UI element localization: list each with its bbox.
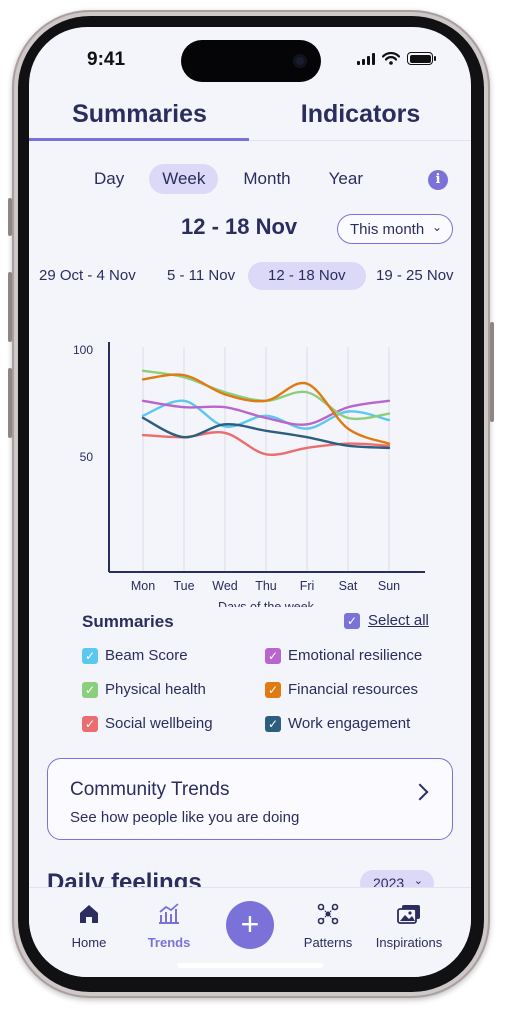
week-chip[interactable]: 5 - 11 Nov: [167, 267, 236, 284]
checkbox-icon: ✓: [82, 647, 98, 664]
home-indicator: [177, 963, 323, 968]
range-select[interactable]: This month ⌄: [337, 214, 453, 244]
bottom-nav: Home Trends +: [29, 887, 471, 977]
legend-label: Financial resources: [288, 681, 419, 698]
checkbox-icon: ✓: [265, 681, 281, 698]
series-line-financial-resources: [141, 373, 391, 445]
tab-indicators[interactable]: Indicators: [300, 100, 421, 128]
legend-item[interactable]: ✓ Emotional resilience: [265, 647, 452, 664]
active-tab-indicator: [29, 138, 249, 141]
period-year[interactable]: Year: [328, 169, 363, 188]
chevron-right-icon: [411, 783, 429, 801]
chevron-down-icon: ⌄: [413, 875, 423, 887]
nav-label: Patterns: [303, 935, 353, 950]
volume-down-button: [8, 368, 12, 438]
checkbox-icon: ✓: [82, 681, 98, 698]
nav-patterns[interactable]: Patterns: [283, 902, 373, 950]
legend-item[interactable]: ✓ Beam Score: [82, 647, 265, 664]
community-trends-card[interactable]: Community Trends See how people like you…: [47, 758, 453, 840]
period-month[interactable]: Month: [243, 169, 291, 188]
community-subtitle: See how people like you are doing: [70, 809, 300, 826]
checkbox-icon: ✓: [265, 647, 281, 664]
legend-label: Beam Score: [105, 647, 188, 664]
checkbox-icon: ✓: [344, 612, 360, 629]
x-tick-label: Tue: [173, 579, 194, 593]
legend-item[interactable]: ✓ Financial resources: [265, 681, 452, 698]
community-title: Community Trends: [70, 779, 230, 800]
chevron-down-icon: ⌄: [431, 220, 442, 234]
checkbox-icon: ✓: [265, 715, 281, 732]
x-tick-label: Wed: [212, 579, 238, 593]
line-chart: 100 50 Mon Tue Wed Thu Fri Sat Sun Days of the we…: [73, 342, 425, 607]
trends-icon: [159, 903, 179, 924]
range-select-value: This month: [350, 221, 425, 238]
summaries-heading: Summaries: [82, 612, 174, 631]
top-tabs: Summaries Indicators: [29, 95, 471, 143]
power-button: [490, 322, 494, 422]
inspirations-icon: [397, 905, 420, 924]
patterns-icon: [317, 903, 339, 925]
series-line-emotional-resilience: [141, 399, 391, 426]
x-tick-label: Thu: [255, 579, 277, 593]
checkbox-icon: ✓: [82, 715, 98, 732]
legend-label: Physical health: [105, 681, 206, 698]
legend-item[interactable]: ✓ Social wellbeing: [82, 715, 265, 732]
status-icons: [357, 52, 436, 65]
volume-up-button: [8, 272, 12, 342]
x-tick-label: Sat: [339, 579, 358, 593]
series-line-work-engagement: [141, 416, 391, 450]
legend-label: Social wellbeing: [105, 715, 213, 732]
week-chip-selected[interactable]: 12 - 18 Nov: [248, 262, 366, 290]
legend-label: Work engagement: [288, 715, 411, 732]
select-all-control[interactable]: ✓ Select all: [344, 612, 429, 629]
camera-icon: [293, 54, 307, 68]
nav-inspirations[interactable]: Inspirations: [364, 902, 454, 950]
series-line-beam-score: [141, 399, 391, 430]
series-legend: ✓ Beam Score ✓ Emotional resilience ✓ Physica…: [82, 647, 452, 732]
period-day[interactable]: Day: [94, 169, 125, 188]
y-tick-label: 100: [73, 343, 93, 357]
week-chip[interactable]: 19 - 25 Nov: [376, 267, 454, 284]
wifi-icon: [382, 52, 400, 65]
legend-item[interactable]: ✓ Physical health: [82, 681, 265, 698]
dynamic-island: [181, 40, 321, 82]
battery-icon: [407, 52, 436, 65]
period-selector: Day Week Month Year: [81, 164, 388, 194]
action-button: [8, 198, 12, 236]
x-tick-label: Fri: [300, 579, 315, 593]
select-all-label: Select all: [368, 612, 429, 629]
legend-item[interactable]: ✓ Work engagement: [265, 715, 452, 732]
x-axis-label: Days of the week: [218, 600, 315, 607]
week-chip[interactable]: 29 Oct - 4 Nov: [39, 267, 136, 284]
home-icon: [80, 905, 98, 923]
tab-divider: [29, 140, 471, 141]
nav-home[interactable]: Home: [44, 902, 134, 950]
nav-trends[interactable]: Trends: [124, 902, 214, 950]
x-tick-label: Sun: [378, 579, 400, 593]
nav-label: Inspirations: [375, 935, 443, 950]
tab-summaries[interactable]: Summaries: [72, 100, 207, 128]
info-icon[interactable]: i: [428, 170, 448, 190]
status-time: 9:41: [87, 49, 126, 70]
signal-icon: [357, 52, 375, 65]
legend-label: Emotional resilience: [288, 647, 423, 664]
add-button[interactable]: +: [226, 901, 274, 949]
x-tick-label: Mon: [131, 579, 155, 593]
date-range-title: 12 - 18 Nov: [181, 214, 298, 239]
week-selector: 29 Oct - 4 Nov 5 - 11 Nov 12 - 18 Nov 19…: [29, 262, 471, 290]
nav-label: Home: [71, 935, 107, 950]
period-week[interactable]: Week: [149, 164, 219, 194]
nav-label: Trends: [147, 935, 191, 950]
y-tick-label: 50: [80, 450, 94, 464]
app-screen: 9:41 Summaries Indicators Day Week Month…: [29, 27, 471, 977]
